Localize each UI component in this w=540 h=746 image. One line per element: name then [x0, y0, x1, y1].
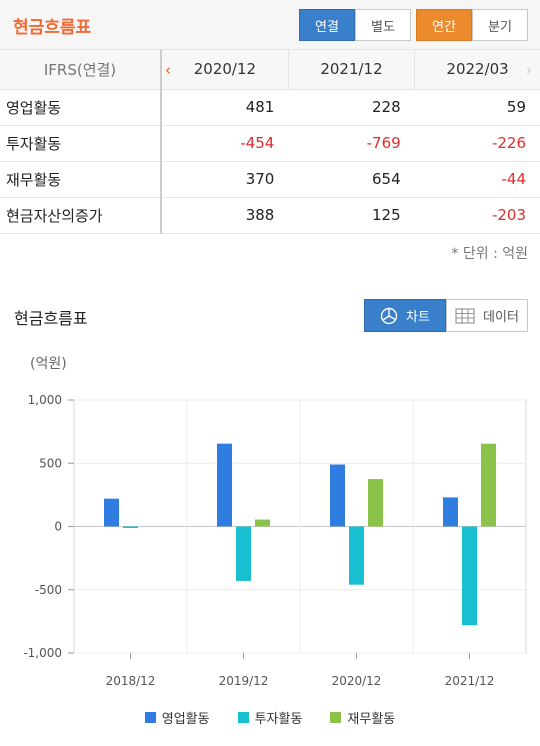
bar: [443, 497, 458, 527]
period-toggle: 연간 분기: [416, 9, 528, 41]
table-row: 영업활동 481 228 59: [0, 89, 540, 126]
bar: [236, 526, 251, 581]
tick-label-x: 2019/12: [219, 674, 269, 688]
tab-chart[interactable]: 차트: [364, 299, 446, 332]
tick-label-y: -1,000: [23, 646, 62, 660]
view-toggle: 차트 데이터: [364, 299, 528, 332]
tab-chart-label: 차트: [406, 310, 430, 325]
row-header-label: IFRS(연결): [0, 50, 162, 90]
column-header: 2020/12: [160, 50, 289, 90]
column-header: 2022/03: [414, 50, 540, 90]
tick-label-y: -500: [35, 583, 62, 597]
table-row: 재무활동 370 654 -44: [0, 161, 540, 198]
column-header: 2021/12: [287, 50, 415, 90]
row-label: 재무활동: [0, 161, 162, 198]
header-bar: 현금흐름표 연결 별도 연간 분기: [0, 0, 540, 50]
tick-label-y: 500: [39, 456, 62, 470]
bar: [330, 464, 345, 527]
tick-label-x: 2020/12: [332, 674, 382, 688]
legend-swatch: [144, 712, 156, 723]
table-cell: 481: [161, 89, 289, 126]
tick-label-x: 2018/12: [106, 674, 156, 688]
table-cell: 388: [161, 197, 289, 234]
bar: [255, 519, 270, 527]
tab-data[interactable]: 데이터: [446, 299, 528, 332]
table-cell: -44: [414, 161, 540, 198]
legend-label: 재무활동: [347, 712, 396, 727]
legend-label: 투자활동: [254, 712, 303, 727]
bar: [123, 526, 138, 528]
tab-quarterly[interactable]: 분기: [472, 9, 528, 41]
table-row: 투자활동 -454 -769 -226: [0, 125, 540, 162]
unit-note: * 단위 : 억원: [451, 246, 528, 262]
table-cell: -203: [414, 197, 540, 234]
legend-swatch: [330, 712, 342, 723]
legend-item[interactable]: 영업활동: [144, 708, 210, 727]
bar: [368, 479, 383, 527]
table-cell: 59: [414, 89, 540, 126]
row-label: 영업활동: [0, 89, 162, 126]
chart-section-title: 현금흐름표: [14, 309, 88, 328]
page-title: 현금흐름표: [13, 18, 92, 38]
cashflow-bar-chart: 1,000 500 0 -500 -1,000 2018/12 2019/12 2020/12…: [23, 393, 527, 688]
bar: [104, 498, 119, 527]
table-header-row: IFRS(연결) 2020/12 2021/12 2022/03: [0, 50, 540, 90]
tab-annual[interactable]: 연간: [416, 9, 472, 41]
table-cell: -226: [414, 125, 540, 162]
tick-label-x: 2021/12: [445, 674, 495, 688]
table-cell: 228: [288, 89, 415, 126]
chevron-left-icon[interactable]: ‹: [165, 61, 171, 79]
cashflow-table: IFRS(연결) 2020/12 2021/12 2022/03 영업활동 48…: [0, 50, 540, 234]
legend-item[interactable]: 투자활동: [237, 708, 303, 727]
y-axis-label: (억원): [30, 356, 67, 372]
table-cell: 125: [288, 197, 415, 234]
table-row: 현금자산의증가 388 125 -203: [0, 197, 540, 234]
scope-toggle: 연결 별도: [299, 9, 411, 41]
bar: [462, 526, 477, 626]
tab-separate[interactable]: 별도: [355, 9, 411, 41]
bar: [349, 526, 364, 585]
table-cell: 654: [288, 161, 415, 198]
pie-chart-icon: [380, 307, 398, 325]
tab-data-label: 데이터: [483, 310, 519, 325]
table-cell: -769: [288, 125, 415, 162]
chart-legend: 영업활동 투자활동 재무활동: [0, 708, 540, 727]
tab-consolidated[interactable]: 연결: [299, 9, 355, 41]
legend-swatch: [237, 712, 249, 723]
row-label: 현금자산의증가: [0, 197, 162, 234]
table-grid-icon: [455, 307, 475, 324]
legend-label: 영업활동: [161, 712, 210, 727]
row-label: 투자활동: [0, 125, 162, 162]
bar: [217, 443, 232, 527]
legend-item[interactable]: 재무활동: [330, 708, 395, 727]
table-cell: -454: [161, 125, 289, 162]
table-cell: 370: [161, 161, 289, 198]
tick-label-y: 0: [54, 520, 62, 534]
chevron-right-icon[interactable]: ›: [526, 61, 532, 79]
tick-label-y: 1,000: [28, 393, 62, 407]
bar: [481, 443, 496, 527]
